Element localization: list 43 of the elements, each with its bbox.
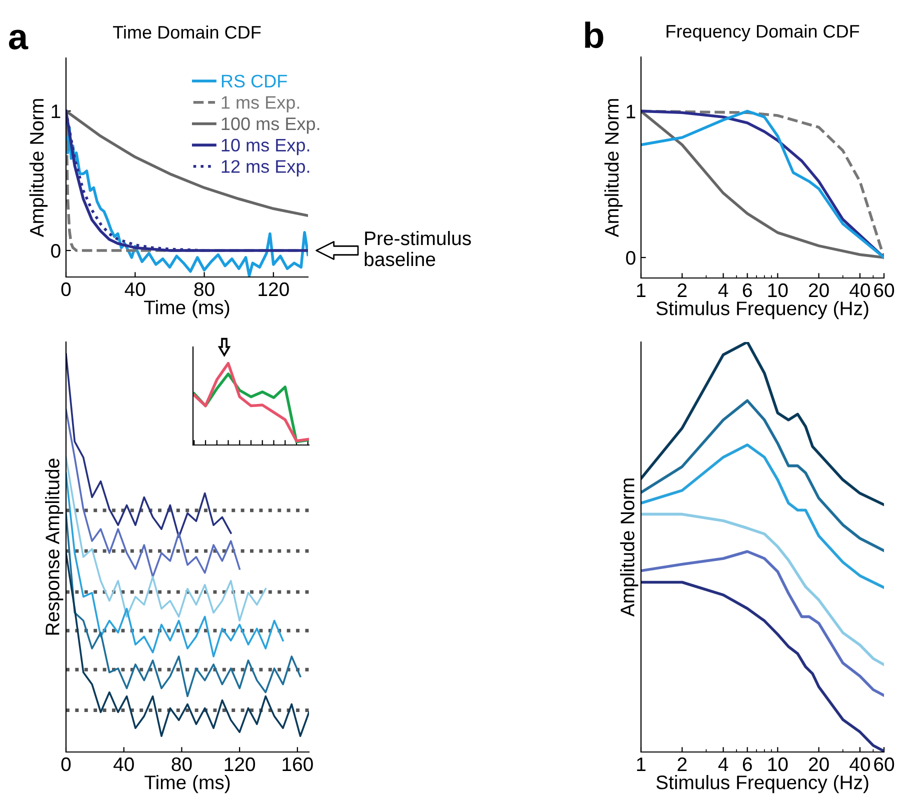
x-axis-title: Time (ms) (144, 300, 230, 318)
x-tick-label: 10 (768, 283, 788, 298)
x-tick-label: 160 (282, 757, 313, 772)
y-axis-title: Amplitude Norm (620, 478, 638, 617)
x-tick-label: 10 (768, 757, 788, 772)
legend-label: 100 ms Exp. (222, 117, 320, 134)
legend-label: 1 ms Exp. (222, 96, 300, 112)
x-tick-label: 6 (742, 757, 752, 772)
x-tick-label: 0 (61, 757, 71, 772)
x-tick-label: 2 (678, 283, 687, 297)
x-axis-title: Stimulus Frequency (Hz) (656, 774, 868, 794)
x-tick-label: 120 (258, 282, 289, 296)
x-tick-label: 80 (172, 757, 192, 772)
x-tick-label: 40 (850, 757, 870, 772)
x-tick-label: 40 (124, 282, 146, 296)
x-tick-label: 20 (808, 283, 829, 298)
x-tick-label: 1 (637, 758, 646, 771)
x-tick-label: 6 (742, 283, 752, 298)
y-axis-title: Amplitude Norm (604, 99, 623, 238)
x-tick-label: 2 (678, 757, 687, 771)
x-tick-label: 60 (874, 757, 894, 772)
legend-label: RS CDF (222, 74, 287, 88)
x-tick-label: 4 (718, 758, 728, 771)
x-axis-title: Time (ms) (144, 774, 230, 794)
chart-title: Time Domain CDF (113, 25, 261, 39)
x-tick-label: 4 (718, 284, 728, 297)
legend-label: 12 ms Exp. (222, 160, 310, 176)
x-tick-label: 120 (224, 757, 256, 772)
x-tick-label: 20 (808, 757, 829, 772)
text: a (8, 30, 28, 50)
chart-title: Frequency Domain CDF (666, 24, 860, 42)
legend-label: 10 ms Exp. (222, 138, 310, 156)
x-tick-label: 40 (113, 757, 134, 772)
x-tick-label: 0 (61, 282, 71, 296)
annotation: Pre-stimulus baseline (364, 230, 471, 266)
x-axis-title: Stimulus Frequency (Hz) (656, 300, 868, 320)
x-tick-label: 80 (194, 282, 214, 296)
x-tick-label: 40 (850, 283, 870, 298)
x-tick-label: 1 (637, 284, 646, 297)
x-tick-label: 60 (874, 283, 894, 298)
y-axis-title: Amplitude Norm (29, 99, 48, 238)
y-axis-title: Response Amplitude (45, 458, 64, 635)
text: b (585, 22, 604, 48)
